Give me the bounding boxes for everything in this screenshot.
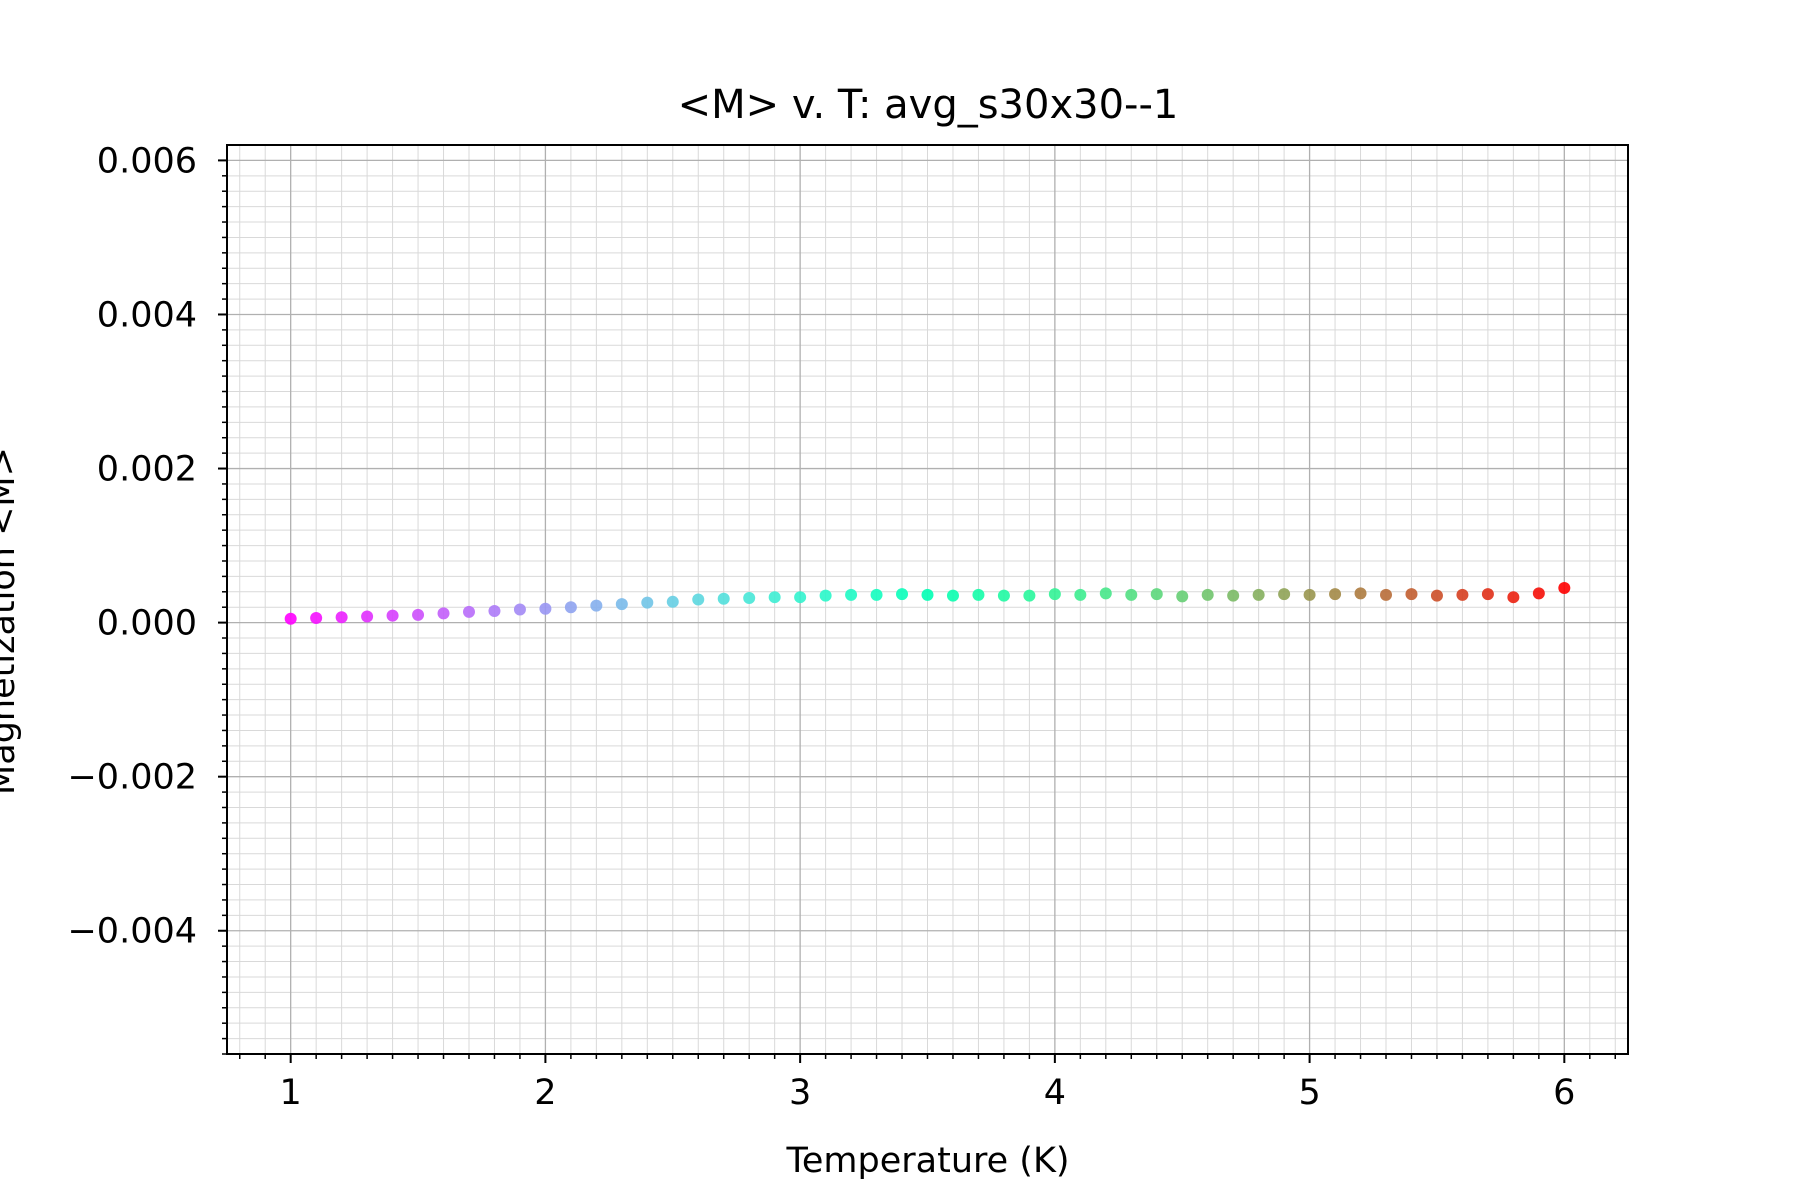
y-tick-label: 0.004 <box>97 295 197 335</box>
y-axis-label: Magnetization <M> <box>0 447 23 795</box>
data-point <box>1227 589 1240 602</box>
data-point <box>768 591 781 604</box>
data-point <box>412 608 425 621</box>
data-point <box>845 588 858 601</box>
data-point <box>1354 587 1367 600</box>
y-tick-label: 0.002 <box>97 450 197 490</box>
data-point <box>1048 588 1061 601</box>
data-point <box>310 611 323 624</box>
data-point <box>1150 588 1163 601</box>
data-point <box>462 605 475 618</box>
data-point <box>1201 588 1214 601</box>
data-point <box>1507 591 1520 604</box>
data-point <box>386 609 399 622</box>
data-point <box>1380 588 1393 601</box>
data-point <box>284 612 297 625</box>
data-point <box>1481 588 1494 601</box>
data-point <box>997 589 1010 602</box>
data-point <box>564 601 577 614</box>
data-point <box>1532 587 1545 600</box>
x-tick-label: 6 <box>1553 1073 1575 1113</box>
data-point <box>513 603 526 616</box>
y-tick-label: −0.004 <box>67 912 197 952</box>
data-point <box>743 591 756 604</box>
data-point <box>666 595 679 608</box>
x-tick-label: 5 <box>1298 1073 1320 1113</box>
x-tick-label: 3 <box>789 1073 811 1113</box>
y-tick-label: 0.000 <box>97 604 197 644</box>
x-tick-label: 2 <box>534 1073 556 1113</box>
data-point <box>437 607 450 620</box>
data-point <box>870 588 883 601</box>
y-tick-label: 0.006 <box>97 141 197 181</box>
data-point <box>539 602 552 615</box>
data-point <box>615 598 628 611</box>
data-point <box>1405 588 1418 601</box>
data-point <box>1125 588 1138 601</box>
data-point <box>972 588 985 601</box>
grid <box>227 145 1628 1055</box>
data-point <box>1430 589 1443 602</box>
x-axis-label: Temperature (K) <box>785 1141 1069 1181</box>
chart-title: <M> v. T: avg_s30x30--1 <box>678 82 1179 128</box>
data-point <box>1074 588 1087 601</box>
data-point <box>692 593 705 606</box>
data-point <box>717 592 730 605</box>
data-point <box>1329 588 1342 601</box>
data-point <box>1176 590 1189 603</box>
data-point <box>335 611 348 624</box>
scatter-points <box>284 581 1571 625</box>
x-tick-label: 4 <box>1044 1073 1066 1113</box>
data-point <box>361 610 374 623</box>
data-point <box>1023 589 1036 602</box>
data-point <box>1099 587 1112 600</box>
data-point <box>1278 588 1291 601</box>
data-point <box>590 599 603 612</box>
x-tick-label: 1 <box>280 1073 302 1113</box>
data-point <box>1456 588 1469 601</box>
y-tick-label: −0.002 <box>67 758 197 798</box>
data-point <box>896 588 909 601</box>
data-point <box>946 589 959 602</box>
data-point <box>1303 588 1316 601</box>
data-point <box>794 591 807 604</box>
data-point <box>641 596 654 609</box>
axis-ticks: 1 2 3 4 5 6 −0.004 −0.002 0.000 0.002 0.004 0.006 <box>67 141 1617 1113</box>
data-point <box>1558 581 1571 594</box>
data-point <box>488 605 501 618</box>
data-point <box>1252 588 1265 601</box>
data-point <box>819 589 832 602</box>
data-point <box>921 588 934 601</box>
